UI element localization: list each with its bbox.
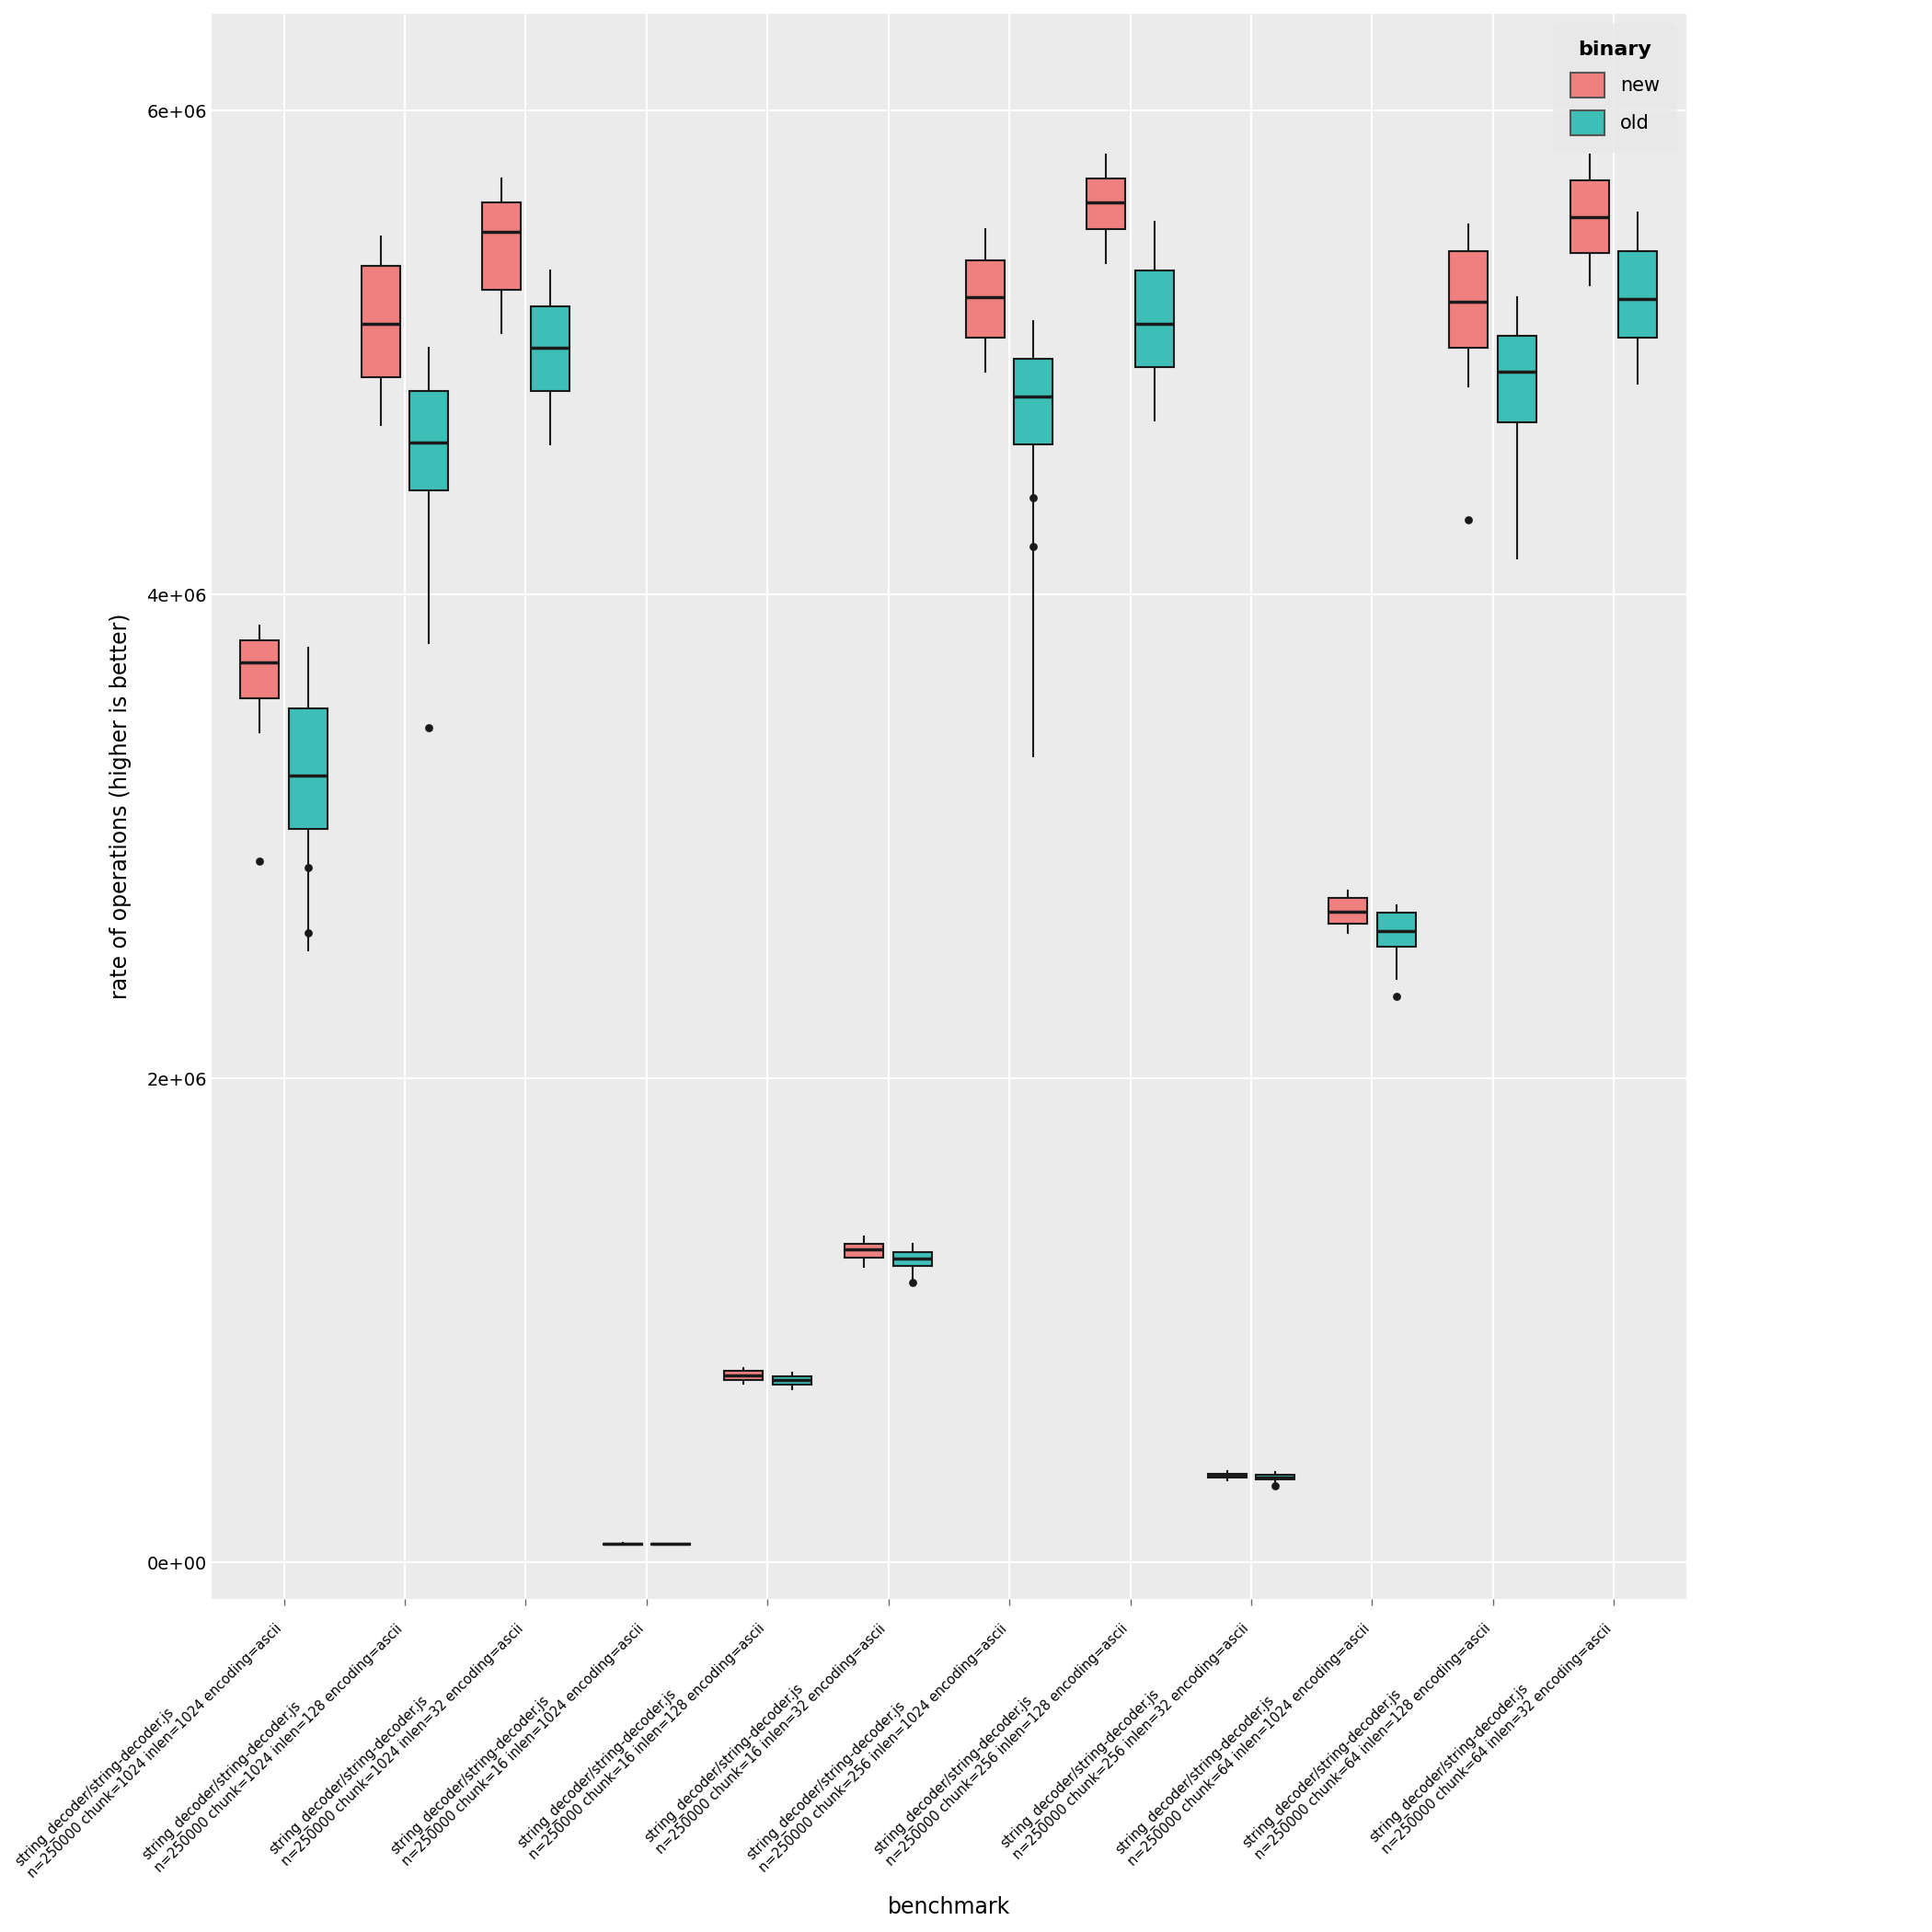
Point — [243, 844, 274, 875]
X-axis label: benchmark: benchmark — [887, 1895, 1010, 1918]
Y-axis label: rate of operations (higher is better): rate of operations (higher is better) — [110, 612, 131, 999]
FancyBboxPatch shape — [361, 265, 400, 377]
FancyBboxPatch shape — [1449, 251, 1488, 348]
FancyBboxPatch shape — [1378, 912, 1416, 947]
Point — [1018, 531, 1049, 562]
Point — [1260, 1470, 1291, 1501]
FancyBboxPatch shape — [1329, 898, 1368, 923]
FancyBboxPatch shape — [1014, 359, 1053, 444]
FancyBboxPatch shape — [844, 1244, 883, 1258]
Legend: new, old: new, old — [1553, 23, 1677, 153]
FancyBboxPatch shape — [1571, 182, 1609, 253]
FancyBboxPatch shape — [773, 1376, 811, 1385]
FancyBboxPatch shape — [410, 392, 448, 491]
FancyBboxPatch shape — [531, 307, 570, 392]
FancyBboxPatch shape — [288, 709, 328, 829]
Point — [1453, 504, 1484, 535]
Point — [292, 918, 323, 949]
FancyBboxPatch shape — [1136, 270, 1175, 367]
FancyBboxPatch shape — [724, 1372, 763, 1379]
FancyBboxPatch shape — [240, 641, 278, 699]
FancyBboxPatch shape — [483, 203, 522, 290]
Point — [1018, 483, 1049, 514]
Point — [413, 713, 444, 744]
FancyBboxPatch shape — [1256, 1474, 1294, 1480]
FancyBboxPatch shape — [1086, 178, 1126, 230]
Point — [292, 852, 323, 883]
FancyBboxPatch shape — [966, 261, 1005, 338]
FancyBboxPatch shape — [1208, 1474, 1246, 1478]
FancyBboxPatch shape — [893, 1252, 931, 1265]
FancyBboxPatch shape — [1619, 251, 1658, 338]
Point — [1381, 981, 1412, 1012]
FancyBboxPatch shape — [1497, 336, 1536, 423]
Point — [896, 1267, 927, 1298]
